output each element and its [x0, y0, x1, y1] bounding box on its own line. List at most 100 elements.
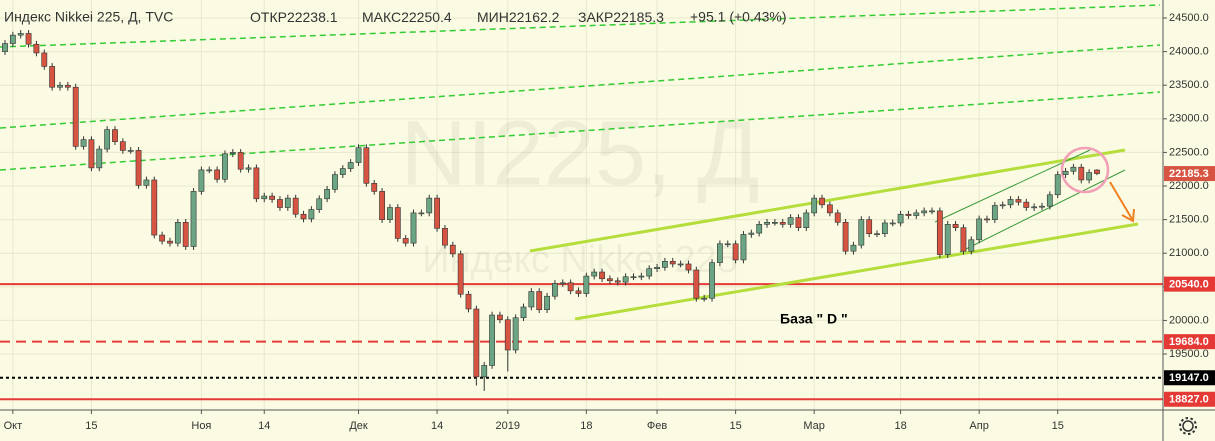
candle-body	[779, 222, 786, 225]
candle-body	[64, 84, 71, 88]
candle-body	[41, 52, 48, 67]
level-label: 18827.0	[1169, 394, 1209, 406]
settings-icon-teeth[interactable]	[1179, 417, 1197, 435]
ohlc-label: МИН	[477, 9, 509, 25]
candle-body	[771, 222, 778, 224]
x-tick-label: Окт	[4, 420, 23, 432]
candle-body	[881, 222, 888, 235]
x-tick-label: Мар	[803, 420, 825, 432]
arrow	[1109, 181, 1133, 220]
price-axis	[1163, 0, 1215, 441]
candle-body	[174, 222, 181, 244]
candle-body	[669, 260, 676, 265]
highlight-circle	[1060, 146, 1110, 194]
x-tick-label: Апр	[969, 420, 988, 432]
candle-body	[654, 267, 660, 269]
candle-body	[394, 207, 401, 239]
level-tag	[1164, 276, 1215, 292]
ohlc-label: ОТКР	[250, 9, 287, 25]
candle-body	[489, 314, 495, 366]
candle-body	[811, 197, 818, 214]
candle-body	[874, 233, 880, 236]
candle-body	[300, 213, 307, 220]
candle-body	[269, 195, 276, 200]
candle-body	[984, 218, 990, 221]
candle-body	[410, 212, 417, 244]
candle-body	[787, 217, 794, 225]
candle-body	[426, 197, 433, 214]
candle-body	[363, 147, 370, 184]
candle-body	[237, 152, 244, 170]
ohlc-label: МАКС	[362, 9, 401, 25]
ohlc-value: 22185.3	[613, 9, 664, 25]
candle-body	[473, 308, 480, 378]
candle-body	[497, 314, 503, 321]
y-tick-label: 23500.0	[1169, 79, 1209, 91]
candle-body	[905, 213, 912, 216]
candle-body	[371, 183, 378, 192]
candle-body	[622, 276, 629, 283]
candle-body	[936, 210, 943, 255]
candle-body	[135, 150, 142, 186]
candle-body	[559, 282, 566, 285]
candle-body	[245, 167, 252, 170]
ohlc-readout: ЗАКР22185.3	[578, 9, 664, 25]
candle-body	[803, 212, 810, 228]
candle-body	[1086, 172, 1093, 181]
levels	[0, 283, 1163, 401]
candle-body	[991, 205, 998, 220]
candle-body	[292, 197, 299, 215]
candle-body	[127, 150, 134, 152]
ohlc-value: 22162.2	[509, 9, 560, 25]
candle-body	[182, 222, 189, 247]
candle-body	[72, 86, 79, 147]
settings-button[interactable]	[1179, 417, 1197, 435]
candle-body	[724, 243, 731, 246]
candle-body	[544, 295, 550, 310]
candle-body	[457, 253, 464, 295]
candle-body	[591, 271, 598, 277]
candle-body	[756, 224, 763, 234]
candle-body	[866, 219, 873, 235]
y-tick-label: 19500.0	[1169, 348, 1209, 360]
candle-body	[1070, 166, 1077, 172]
x-tick-label: 2019	[496, 420, 520, 432]
candle-body	[583, 275, 590, 294]
candle-body	[999, 204, 1006, 207]
trend-line	[0, 4, 1161, 48]
candle-body	[481, 365, 488, 378]
candle-body	[819, 197, 825, 206]
candle-body	[442, 228, 448, 246]
candle-body	[206, 169, 213, 172]
candle-body	[630, 276, 637, 279]
candle-body	[638, 275, 645, 278]
level-label: 19684.0	[1169, 336, 1209, 348]
candle-body	[49, 66, 56, 88]
candle-body	[858, 219, 865, 246]
settings-icon[interactable]	[1182, 420, 1194, 432]
candle-body	[897, 213, 904, 224]
candle-body	[826, 204, 833, 214]
candle-body	[740, 234, 747, 261]
price-tag	[1164, 166, 1215, 182]
candle-body	[332, 174, 338, 190]
candle-body	[944, 224, 951, 255]
candle-body	[552, 283, 558, 297]
candle-body	[662, 260, 668, 268]
candles	[2, 30, 1100, 391]
ohlc-value: 22250.4	[401, 9, 452, 25]
candle-body	[913, 212, 920, 216]
candle-body	[646, 268, 653, 277]
candle-body	[764, 222, 770, 225]
candle-body	[308, 209, 315, 220]
candle-body	[33, 43, 40, 54]
candle-body	[1039, 205, 1045, 208]
candle-body	[25, 33, 32, 45]
candle-body	[284, 197, 291, 208]
y-tick-label: 24500.0	[1169, 12, 1209, 24]
candle-body	[716, 243, 723, 263]
candle-body	[512, 317, 519, 351]
candle-body	[1031, 206, 1038, 209]
header: Индекс Nikkei 225, Д, TVC ОТКР22238.1 МАК…	[4, 9, 787, 25]
